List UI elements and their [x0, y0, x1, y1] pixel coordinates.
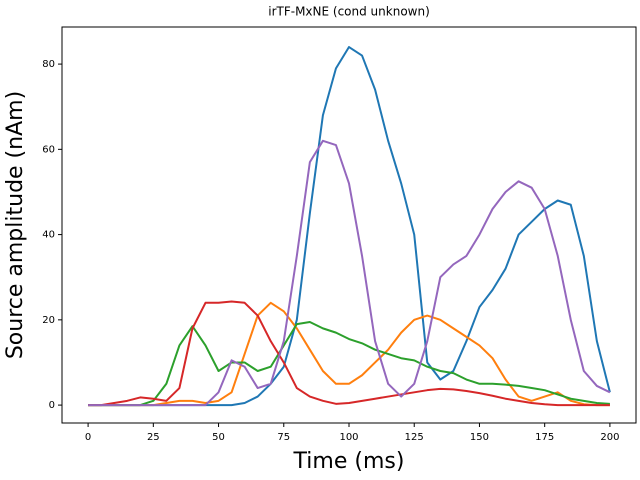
- x-tick-label: 0: [85, 432, 91, 443]
- x-tick-label: 125: [405, 432, 424, 443]
- x-tick-label: 200: [600, 432, 619, 443]
- x-tick-label: 150: [470, 432, 489, 443]
- x-tick-label: 50: [212, 432, 225, 443]
- x-tick-label: 175: [535, 432, 554, 443]
- data-line: [88, 320, 610, 407]
- data-line: [88, 139, 611, 407]
- data-line: [88, 301, 610, 407]
- y-tick-label: 80: [42, 59, 55, 70]
- x-tick-label: 25: [147, 432, 160, 443]
- chart-title: irTF-MxNE (cond unknown): [268, 5, 430, 19]
- x-tick-label: 100: [339, 432, 358, 443]
- x-axis-label: Time (ms): [293, 449, 405, 474]
- x-tick-label: 75: [277, 432, 290, 443]
- data-line: [88, 300, 610, 407]
- y-tick-label: 40: [42, 230, 55, 241]
- y-tick-label: 60: [42, 144, 55, 155]
- data-line: [88, 46, 611, 407]
- y-tick-label: 0: [49, 400, 55, 411]
- y-axis-label: Source amplitude (nAm): [3, 91, 28, 359]
- y-tick-label: 20: [42, 315, 55, 326]
